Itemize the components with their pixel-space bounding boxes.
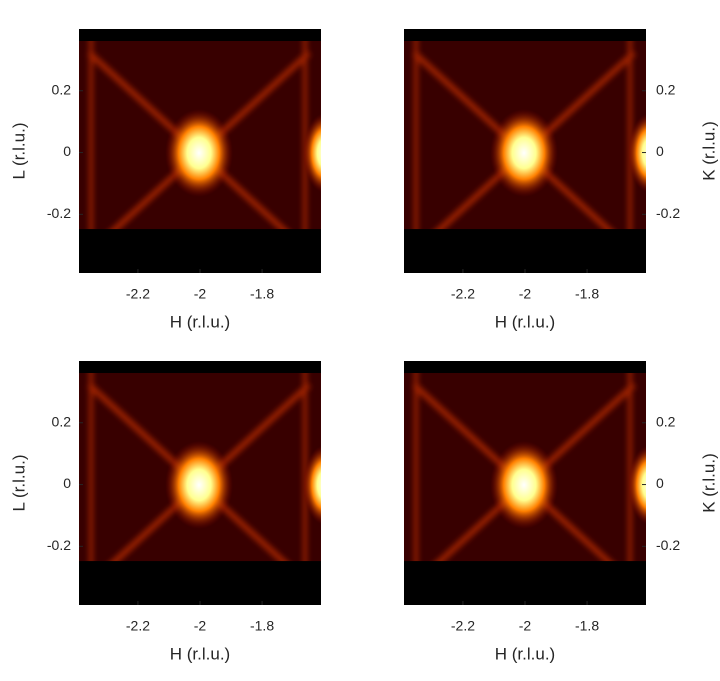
no-data	[404, 561, 646, 605]
y-tick-label: 0	[63, 475, 71, 491]
heatmap	[404, 361, 646, 605]
heatmap	[79, 361, 321, 605]
y-axis-label: L (r.l.u.)	[9, 123, 28, 180]
x-tick-label: -2.2	[451, 618, 475, 634]
x-tick-label: -2	[194, 286, 207, 302]
x-tick-label: -2	[519, 286, 532, 302]
y-tick-label: 0.2	[656, 81, 676, 97]
y-tick-label: 0	[63, 143, 71, 159]
x-axis-label: H (r.l.u.)	[495, 312, 555, 331]
x-tick-label: -2	[519, 618, 532, 634]
y-tick-label: -0.2	[47, 205, 71, 221]
y-tick-label: -0.2	[47, 537, 71, 553]
x-tick-label: -2.2	[126, 286, 150, 302]
x-axis-label: H (r.l.u.)	[495, 644, 555, 663]
y-tick-label: 0.2	[656, 413, 676, 429]
y-axis-label: K (r.l.u.)	[699, 453, 718, 513]
y-tick-label: -0.2	[656, 205, 680, 221]
bragg-peak	[165, 440, 234, 529]
heatmap	[79, 29, 321, 273]
bragg-peak	[303, 113, 321, 193]
no-data	[79, 561, 321, 605]
x-tick-label: -1.8	[575, 286, 599, 302]
bragg-peak	[165, 108, 234, 197]
x-tick-label: -1.8	[575, 618, 599, 634]
y-tick-label: 0	[656, 143, 664, 159]
y-axis-label: L (r.l.u.)	[9, 455, 28, 512]
x-tick-label: -2.2	[451, 286, 475, 302]
bragg-peak	[490, 440, 559, 529]
bragg-peak	[628, 445, 646, 525]
y-tick-label: 0.2	[52, 413, 72, 429]
bragg-peak	[490, 108, 559, 197]
y-tick-label: 0.2	[52, 81, 72, 97]
bragg-peak	[303, 445, 321, 525]
x-tick-label: -1.8	[250, 618, 274, 634]
x-tick-label: -2.2	[126, 618, 150, 634]
y-tick-label: -0.2	[656, 537, 680, 553]
no-data	[79, 361, 321, 373]
x-tick-label: -1.8	[250, 286, 274, 302]
no-data	[404, 361, 646, 373]
no-data	[404, 29, 646, 41]
no-data	[79, 29, 321, 41]
x-axis-label: H (r.l.u.)	[170, 644, 230, 663]
bragg-peak	[628, 113, 646, 193]
x-axis-label: H (r.l.u.)	[170, 312, 230, 331]
x-tick-label: -2	[194, 618, 207, 634]
y-tick-label: 0	[656, 475, 664, 491]
no-data	[79, 229, 321, 273]
no-data	[404, 229, 646, 273]
y-axis-label: K (r.l.u.)	[699, 121, 718, 181]
heatmap	[404, 29, 646, 273]
